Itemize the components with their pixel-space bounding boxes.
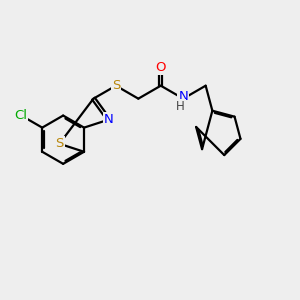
- Text: N: N: [178, 90, 188, 103]
- Text: O: O: [155, 61, 166, 74]
- Text: S: S: [55, 137, 64, 150]
- Text: N: N: [104, 113, 114, 126]
- Text: Cl: Cl: [14, 109, 27, 122]
- Text: S: S: [112, 79, 120, 92]
- Text: H: H: [176, 100, 185, 113]
